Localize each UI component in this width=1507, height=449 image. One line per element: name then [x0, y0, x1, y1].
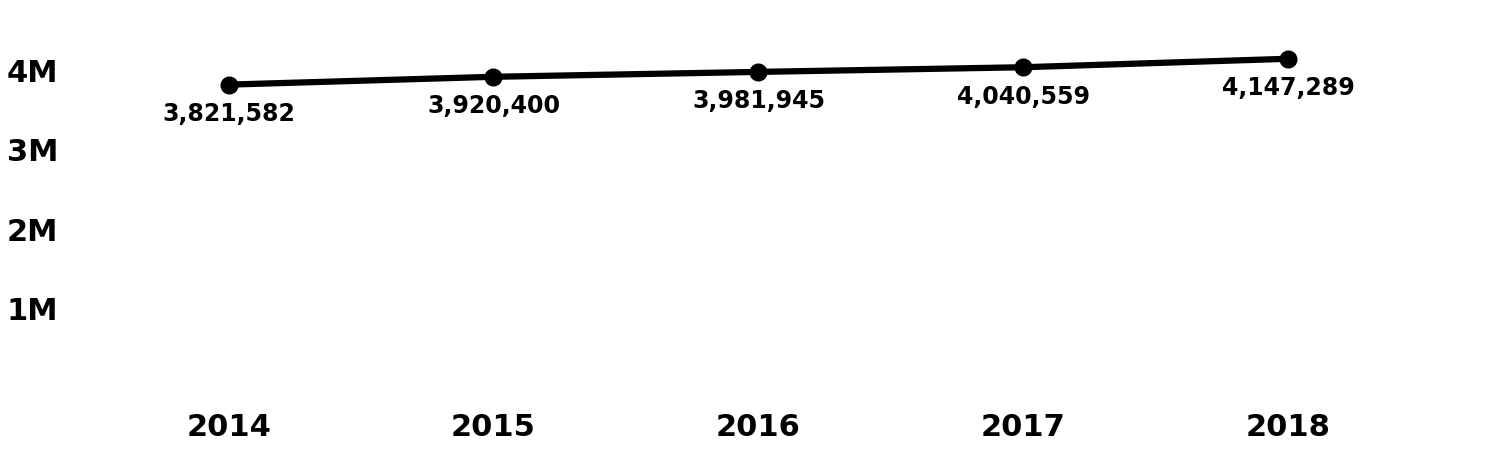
Text: 3,821,582: 3,821,582	[163, 102, 295, 126]
Text: 3,920,400: 3,920,400	[426, 94, 561, 118]
Text: 4,040,559: 4,040,559	[957, 85, 1090, 109]
Text: 4,147,289: 4,147,289	[1222, 76, 1355, 100]
Text: 3,981,945: 3,981,945	[692, 89, 824, 113]
